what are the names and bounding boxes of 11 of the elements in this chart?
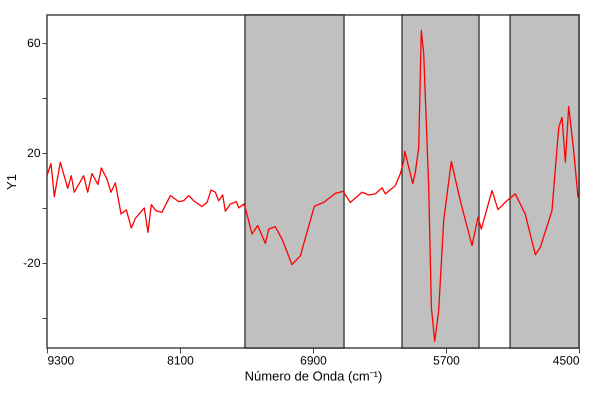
x-tick-label: 4500 <box>552 354 580 368</box>
y-tick-label: 60 <box>27 36 41 50</box>
y-tick-label: -20 <box>23 256 41 270</box>
x-tick-label: 8100 <box>167 354 194 368</box>
y-axis-title: Y1 <box>4 174 20 190</box>
line-series <box>46 30 579 342</box>
x-tick-label: 6900 <box>300 354 328 368</box>
x-tick-label: 5700 <box>433 354 460 368</box>
x-axis-title: Número de Onda (cm⁻¹) <box>244 368 382 384</box>
y-tick-label: 20 <box>27 146 41 160</box>
x-tick-label: 9300 <box>48 354 75 368</box>
